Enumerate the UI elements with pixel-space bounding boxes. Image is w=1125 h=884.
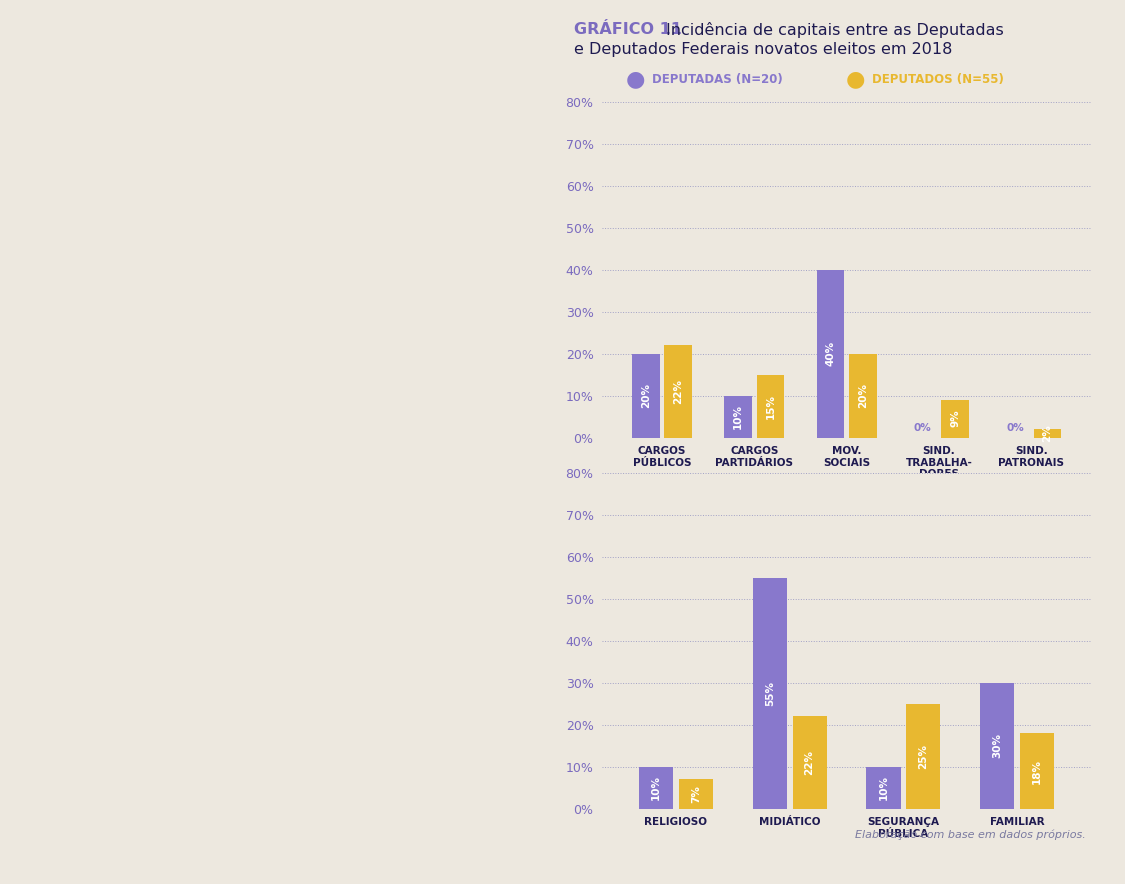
Bar [753,578,786,809]
Bar [1020,734,1054,809]
Text: 10%: 10% [879,775,889,800]
Text: e Deputados Federais novatos eleitos em 2018: e Deputados Federais novatos eleitos em … [574,42,952,57]
Bar [756,375,784,438]
Bar [849,354,876,438]
Text: DEPUTADAS (N=20): DEPUTADAS (N=20) [652,73,783,86]
Text: 40%: 40% [826,341,836,366]
Bar [792,716,827,809]
Text: 0%: 0% [914,423,932,432]
Text: 25%: 25% [918,743,928,769]
Bar [980,682,1015,809]
Text: 20%: 20% [857,383,867,408]
Bar [664,345,692,438]
Bar [639,766,673,809]
Text: ●: ● [845,70,865,89]
Text: 15%: 15% [765,393,775,419]
Text: 2%: 2% [1043,424,1052,442]
Text: Elaboração com base em dados próprios.: Elaboração com base em dados próprios. [855,829,1086,840]
Text: 20%: 20% [641,383,650,408]
Text: 22%: 22% [673,379,683,404]
Text: 10%: 10% [734,404,744,429]
Text: Incidência de capitais entre as Deputadas: Incidência de capitais entre as Deputada… [666,22,1004,38]
Text: DEPUTADOS (N=55): DEPUTADOS (N=55) [872,73,1004,86]
Text: 22%: 22% [804,751,814,775]
Bar [1034,429,1061,438]
Bar [632,354,659,438]
Bar [724,395,752,438]
Bar [678,780,713,809]
Text: 7%: 7% [691,785,701,803]
Bar [942,400,969,438]
Text: 0%: 0% [1006,423,1024,432]
Text: 30%: 30% [992,734,1002,758]
Text: 18%: 18% [1033,758,1042,783]
Text: 10%: 10% [651,775,660,800]
Text: 9%: 9% [950,410,960,428]
Bar [817,270,844,438]
Text: GRÁFICO 11: GRÁFICO 11 [574,22,682,37]
Text: 55%: 55% [765,681,775,706]
Text: ●: ● [626,70,646,89]
Bar [866,766,901,809]
Bar [907,704,940,809]
